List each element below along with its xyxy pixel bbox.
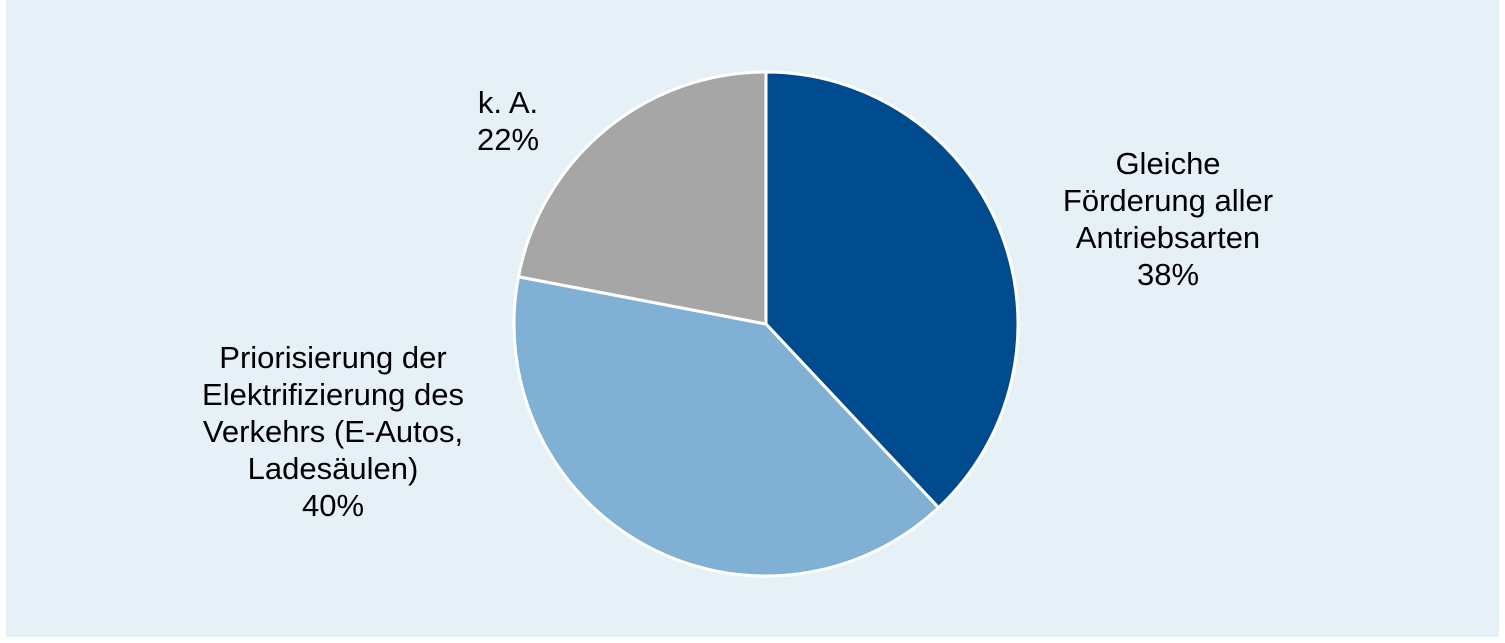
slice-value-label: 38% <box>1137 257 1199 292</box>
slice-value-label: 22% <box>477 122 539 157</box>
chart-area: Gleiche Förderung aller Antriebsarten 38% Pr… <box>6 0 1499 637</box>
pie-slice-gleiche-foerderung <box>764 70 1020 510</box>
slice-value-label: 40% <box>302 488 364 523</box>
slice-label-line: Gleiche <box>1115 146 1220 181</box>
slice-label-line: Ladesäulen) <box>248 451 419 486</box>
slice-label-line: Priorisierung der <box>219 340 446 375</box>
slice-label-gleiche-foerderung: Gleiche Förderung aller Antriebsarten 38% <box>1063 146 1273 292</box>
slice-label-line: Antriebsarten <box>1076 220 1260 255</box>
slice-label-line: k. A. <box>478 85 538 120</box>
slice-label-priorisierung-elektrifizierung: Priorisierung der Elektrifizierung des Ver… <box>202 340 464 523</box>
pie-labels: Gleiche Förderung aller Antriebsarten 38% Pr… <box>202 85 1273 523</box>
pie-chart: Gleiche Förderung aller Antriebsarten 38% Pr… <box>202 70 1273 578</box>
pie-slices <box>512 70 1020 578</box>
pie-slice-keine-angabe <box>516 70 768 326</box>
pie-slice-priorisierung-elektrifizierung <box>512 275 941 578</box>
slice-label-line: Elektrifizierung des <box>202 377 464 412</box>
slice-label-line: Verkehrs (E-Autos, <box>203 414 463 449</box>
slice-label-line: Förderung aller <box>1063 183 1273 218</box>
slice-label-keine-angabe: k. A. 22% <box>477 85 539 157</box>
